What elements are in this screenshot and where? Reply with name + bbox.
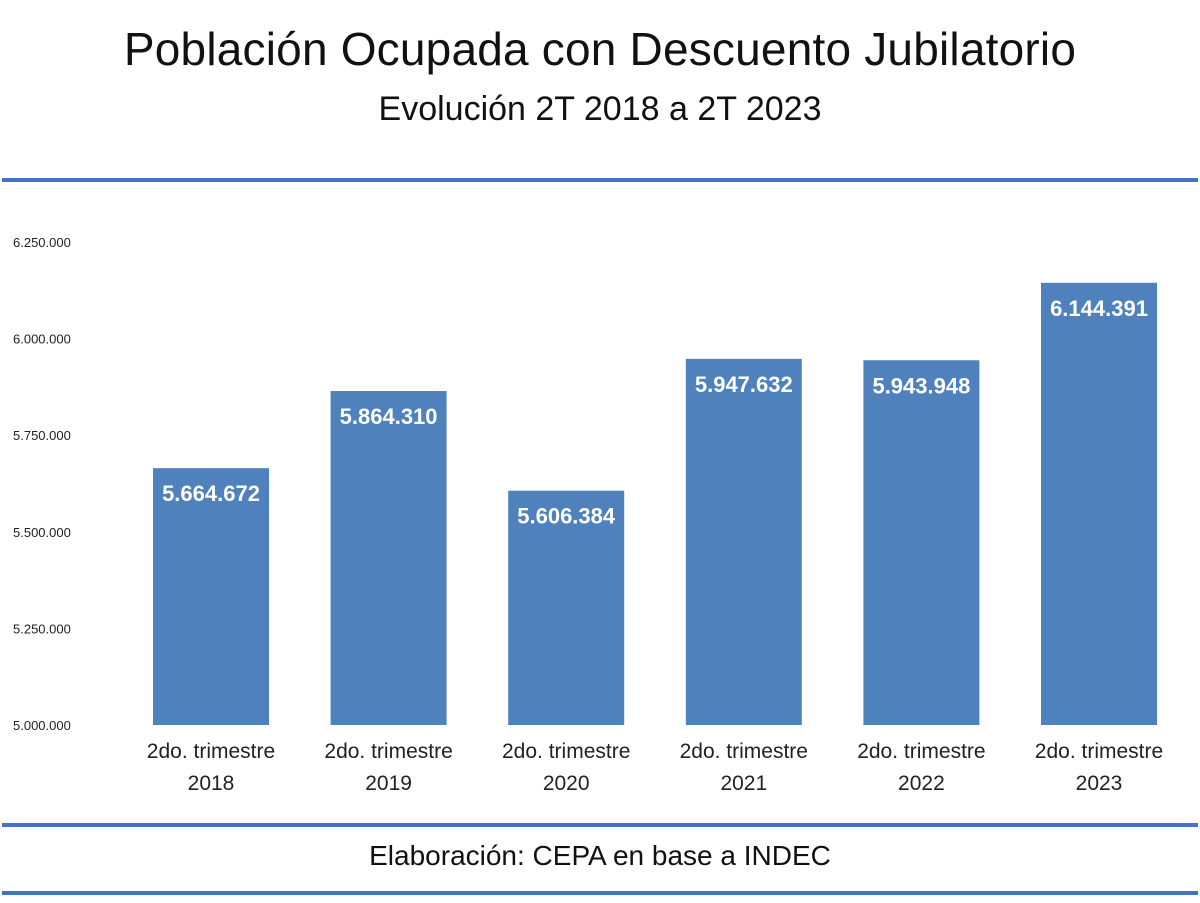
x-tick-label: 2019 [365, 772, 412, 795]
x-tick-label: 2do. trimestre [502, 740, 630, 763]
x-tick-label: 2do. trimestre [680, 740, 808, 763]
y-tick-label: 5.750.000 [13, 428, 71, 443]
bars: 5.664.672 5.864.310 5.606.384 5.947.632 5.94… [153, 282, 1157, 725]
bar [863, 360, 980, 725]
y-tick-label: 5.500.000 [13, 525, 71, 540]
y-tick-label: 6.250.000 [13, 235, 71, 250]
bar-value-label: 5.606.384 [517, 504, 616, 529]
bottom-divider-lower [2, 891, 1198, 895]
chart-subtitle: Evolución 2T 2018 a 2T 2023 [378, 90, 822, 128]
y-tick-label: 5.000.000 [13, 718, 71, 733]
bar [330, 391, 447, 725]
bar [685, 358, 802, 725]
x-tick-label: 2018 [188, 772, 235, 795]
bar-value-label: 6.144.391 [1050, 296, 1148, 321]
bar [153, 468, 269, 725]
chart-title: Población Ocupada con Descuento Jubilato… [123, 23, 1077, 75]
x-axis: 2do. trimestre 2018 2do. trimestre 2019 2do.… [147, 740, 1163, 795]
source-note: Elaboración: CEPA en base a INDEC [369, 840, 831, 871]
y-tick-label: 6.000.000 [13, 332, 71, 347]
x-tick-label: 2do. trimestre [1035, 740, 1163, 763]
bar-value-label: 5.664.672 [162, 481, 260, 506]
x-tick-label: 2020 [543, 772, 590, 795]
y-tick-label: 5.250.000 [13, 621, 71, 636]
bottom-divider-upper [2, 823, 1198, 827]
bar-value-label: 5.947.632 [695, 372, 793, 397]
x-tick-label: 2023 [1076, 772, 1123, 795]
bar [508, 490, 625, 725]
x-tick-label: 2do. trimestre [147, 740, 275, 763]
bar-value-label: 5.943.948 [872, 373, 970, 398]
bar-value-label: 5.864.310 [340, 404, 438, 429]
x-tick-label: 2do. trimestre [324, 740, 452, 763]
y-axis: 5.000.000 5.250.000 5.500.000 5.750.000 6.00… [13, 235, 71, 733]
bar-chart: 5.000.000 5.250.000 5.500.000 5.750.000 6.00… [13, 235, 1163, 795]
x-tick-label: 2022 [898, 772, 945, 795]
bar [1041, 282, 1157, 725]
x-tick-label: 2do. trimestre [857, 740, 985, 763]
x-tick-label: 2021 [720, 772, 767, 795]
top-divider [2, 178, 1198, 182]
